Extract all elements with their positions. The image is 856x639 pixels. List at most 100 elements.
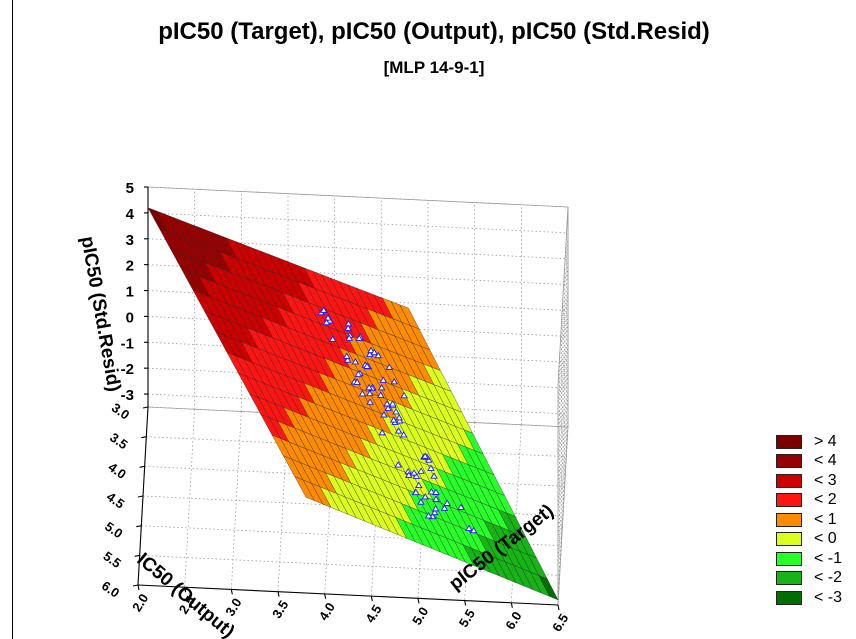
z-tick-label: 0 [126,309,134,326]
data-point [345,334,354,341]
legend-item: < -2 [776,569,842,589]
data-point [432,488,440,495]
data-point [432,504,440,512]
legend-label: < -3 [814,588,843,606]
y-tick-label: 4.5 [104,489,127,512]
grid-line [557,232,569,411]
legend-swatch [776,532,802,547]
y-tick-label: 6.0 [99,578,122,601]
data-point [344,324,352,331]
x-tick [557,604,560,611]
z-tick-label: -1 [121,335,134,352]
data-point [400,391,408,399]
legend-item: < 3 [776,471,842,491]
x-tick [324,593,327,599]
data-point [370,348,379,356]
color-legend: > 4 < 4 < 3 < 2 < 1 < 0 < -1 < -2 < -3 [776,432,842,608]
y-tick-label: 4.0 [106,459,129,482]
z-tick-label: 2 [126,258,134,275]
y-tick [142,406,149,409]
data-point [417,498,425,505]
data-point [343,356,352,363]
x-tick-label: 4.0 [316,600,338,623]
legend-swatch [776,551,802,566]
y-tick-label: 5.0 [102,519,125,542]
grid-line [557,414,569,593]
x-tick [137,584,140,591]
data-point [465,524,473,532]
data-point [395,417,404,424]
y-tick [137,495,144,498]
legend-label: < 4 [814,452,837,470]
grid-line [557,310,569,489]
x-tick [417,598,420,604]
data-point [394,427,403,434]
x-tick-label: 6.5 [549,611,571,634]
points-layer [317,306,478,534]
legend-swatch [776,571,802,586]
data-point [379,376,388,383]
data-point [421,452,429,459]
legend-swatch [776,512,802,527]
y-tick [136,525,142,528]
legend-swatch [776,434,802,449]
data-point [378,428,386,436]
grid-line [557,388,569,567]
x-tick-label: 6.0 [502,609,524,632]
data-point [383,400,391,407]
y-tick-label: 3.5 [107,430,130,453]
data-point [353,378,361,385]
data-point [388,400,397,407]
legend-label: < 0 [814,530,837,548]
grid-line [557,258,569,437]
frame-border [12,0,13,639]
data-point [354,370,363,377]
data-point [395,413,403,421]
legend-label: < -2 [814,569,843,587]
legend-item: < -3 [776,588,842,608]
legend-label: < 3 [814,471,837,489]
data-point [385,363,394,370]
legend-swatch [776,473,802,488]
surface-layer [147,207,559,601]
legend-item: < 1 [776,510,842,530]
data-point [355,334,364,341]
legend-label: < -1 [814,549,843,567]
y-tick [139,465,145,468]
data-point [415,481,423,489]
legend-item: < 0 [776,530,842,550]
z-tick-label: 3 [126,232,134,249]
data-point [365,383,373,391]
data-point [367,346,375,354]
data-point [384,404,392,412]
data-point [412,488,420,496]
grid-line [557,284,569,463]
y-tick-label: 5.5 [101,548,124,571]
box-edge [147,186,569,208]
z-tick-label: -3 [121,387,134,404]
grid-line [184,409,196,588]
x-tick-label: 2.0 [129,591,151,614]
data-point [424,512,433,519]
data-point [432,495,440,502]
axis-layer [132,186,560,611]
data-point [390,377,399,385]
grid-line [557,336,569,515]
data-point [430,472,438,479]
y-tick [134,554,140,557]
data-point [358,390,367,397]
legend-label: < 1 [814,510,837,528]
data-point [389,416,398,423]
data-point [366,389,374,397]
data-point [351,358,360,365]
data-point [342,352,351,359]
y-tick [132,584,139,587]
grid-line [147,212,569,234]
data-point [457,503,465,510]
legend-item: > 4 [776,432,842,452]
data-point [377,384,386,391]
data-point [417,467,425,474]
data-point [430,508,439,516]
legend-swatch [776,454,802,469]
